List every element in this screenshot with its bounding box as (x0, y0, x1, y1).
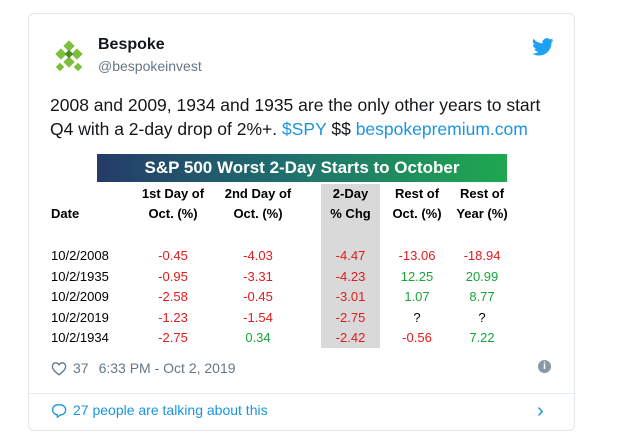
cell-rest-oct: 12.25 (400, 268, 434, 284)
like-count[interactable]: 37 (73, 360, 89, 376)
cell-chg: -2.75 (335, 309, 366, 325)
tweet-card: Bespoke @bespokeinvest 2008 and 2009, 19… (28, 13, 576, 431)
cell-day1: -2.75 (158, 330, 188, 345)
cell-day2: -0.45 (243, 289, 273, 304)
cell-rest-oct: ? (413, 309, 421, 325)
cell-rest-year: -18.94 (463, 248, 501, 263)
cell-chg: -4.23 (335, 268, 366, 284)
header-chg-line2: % Chg (330, 206, 371, 221)
author-handle[interactable]: @bespokeinvest (98, 58, 202, 74)
cell-date: 10/2/1934 (51, 330, 109, 345)
tweet-body: 2008 and 2009, 1934 and 1935 are the onl… (50, 95, 541, 139)
cell-day2: -4.03 (243, 248, 273, 263)
cell-day1: -0.45 (158, 248, 188, 263)
twitter-bird-icon[interactable] (532, 38, 554, 56)
cell-day1: -0.95 (158, 268, 188, 284)
header-chg-line1: 2-Day (332, 186, 369, 201)
cell-chg: -2.42 (335, 330, 366, 345)
cell-rest-year: 7.22 (469, 330, 495, 345)
url-link[interactable]: bespokepremium.com (355, 119, 528, 139)
header-day2-line2: Oct. (%) (233, 206, 283, 221)
cell-rest-year: 20.99 (465, 268, 499, 284)
cell-date: 10/2/2009 (51, 289, 109, 304)
cell-day1: -2.58 (158, 289, 188, 304)
cell-chg: -4.47 (335, 248, 366, 263)
cashtag-link[interactable]: $SPY (282, 119, 327, 139)
tweet-dollars: $$ (331, 119, 351, 139)
cell-day1: -1.23 (158, 309, 188, 325)
cell-rest-oct: -13.06 (398, 248, 436, 263)
cell-day2: 0.34 (245, 330, 271, 345)
heart-icon[interactable] (51, 361, 67, 376)
divider (29, 393, 576, 394)
timestamp[interactable]: 6:33 PM - Oct 2, 2019 (98, 360, 236, 376)
chevron-right-icon[interactable]: › (537, 400, 544, 422)
tweet-meta: 37 6:33 PM - Oct 2, 2019 (51, 360, 236, 376)
header-rest-year-line1: Rest of (459, 186, 505, 201)
attached-table-image[interactable]: S&P 500 Worst 2-Day Starts to October 1s… (51, 154, 508, 348)
author-name[interactable]: Bespoke (98, 36, 165, 53)
talking-text[interactable]: 27 people are talking about this (73, 402, 268, 418)
cell-day2: -3.31 (243, 268, 273, 284)
conversation-link[interactable]: 27 people are talking about this (51, 402, 268, 418)
cell-date: 10/2/2008 (51, 248, 109, 263)
header-rest-year-line2: Year (%) (456, 206, 508, 221)
cell-chg: -3.01 (335, 289, 366, 304)
cell-rest-year: ? (478, 309, 486, 325)
cell-rest-year: 8.77 (469, 289, 495, 304)
table-title: S&P 500 Worst 2-Day Starts to October (97, 154, 507, 182)
info-icon[interactable]: i (538, 360, 551, 373)
bespoke-logo-icon[interactable] (51, 40, 87, 76)
cell-day2: -1.54 (243, 309, 273, 325)
two-day-column-shade (321, 184, 380, 348)
header-rest-oct-line1: Rest of (394, 186, 440, 201)
cell-date: 10/2/2019 (51, 309, 109, 325)
header-day1-line1: 1st Day of (141, 186, 205, 201)
speech-bubble-icon (51, 403, 67, 418)
cell-date: 10/2/1935 (51, 268, 109, 284)
header-day1-line2: Oct. (%) (148, 206, 198, 221)
cell-rest-oct: 1.07 (404, 289, 430, 304)
header-day2-line1: 2nd Day of (224, 186, 292, 201)
header-date: Date (51, 206, 80, 221)
tweet-text: 2008 and 2009, 1934 and 1935 are the onl… (50, 93, 560, 141)
cell-rest-oct: -0.56 (402, 330, 432, 345)
header-rest-oct-line2: Oct. (%) (392, 206, 442, 221)
